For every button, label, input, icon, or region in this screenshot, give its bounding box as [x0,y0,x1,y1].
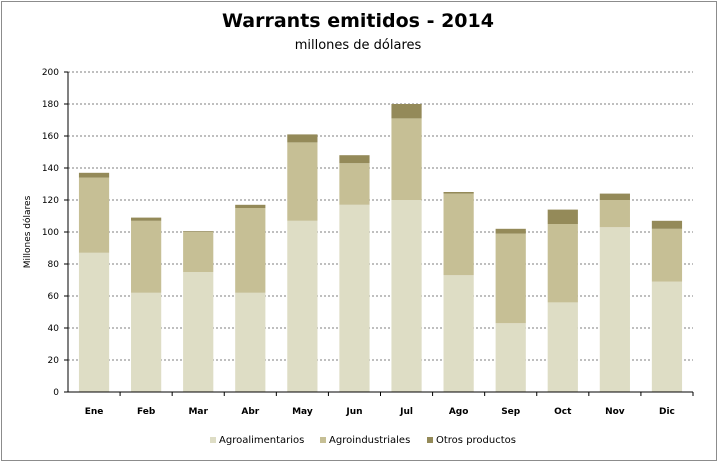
bar-segment-otros-productos [78,172,110,178]
y-axis-ticks: 0 20 40 60 80 100 120 140 160 180 200 [42,68,68,398]
y-tick-label: 180 [42,100,59,110]
bar-segment-agroalimentarios [651,281,683,392]
bar-segment-agroindustriales [131,220,162,293]
bar-segment-otros-productos [391,104,422,119]
bar-segment-agroindustriales [651,228,683,282]
bar-segment-otros-productos [599,193,630,200]
bar-segment-otros-productos [547,209,578,224]
bar-segment-agroindustriales [547,224,578,303]
y-tick-label: 40 [48,324,60,334]
bar-segment-agroalimentarios [78,252,110,392]
x-tick-label: May [292,407,313,417]
legend: Agroalimentarios Agroindustriales Otros pr… [210,435,516,446]
x-tick-label: Feb [137,407,156,417]
legend-label: Agroalimentarios [219,435,304,446]
x-tick-label: Nov [605,407,625,417]
bar-segment-agroindustriales [183,232,214,272]
legend-swatch [210,437,216,443]
y-tick-label: 60 [48,292,60,302]
y-tick-label: 160 [42,132,59,142]
y-axis-title: Millones dólares [22,195,33,268]
bar-segment-agroalimentarios [235,292,266,392]
bar-segment-otros-productos [495,228,526,234]
bar-segment-agroindustriales [599,200,630,228]
bar-segment-agroalimentarios [391,200,422,392]
chart-subtitle: millones de dólares [294,38,422,53]
y-tick-label: 0 [53,388,59,398]
bar-segment-agroalimentarios [183,272,214,392]
bar-segment-otros-productos [651,220,683,229]
bar-segment-agroindustriales [391,118,422,200]
y-tick-label: 200 [42,68,59,78]
bar-segment-otros-productos [287,134,318,143]
grid-lines [68,71,693,361]
x-tick-label: Mar [188,407,208,417]
legend-label: Otros productos [436,435,516,446]
bar-segment-otros-productos [183,231,214,232]
bar-segment-agroalimentarios [131,292,162,392]
bar-segment-otros-productos [131,217,162,221]
bar-segment-agroalimentarios [287,220,318,392]
x-tick-label: Jun [345,407,362,417]
bar-segment-agroindustriales [287,142,318,221]
bar-segment-agroindustriales [339,163,370,205]
y-tick-label: 100 [42,228,59,238]
legend-swatch [320,437,326,443]
bar-segment-agroalimentarios [495,323,526,392]
bar-segment-otros-productos [443,192,474,194]
bar-segment-agroalimentarios [443,275,474,392]
x-tick-label: Jul [399,407,413,417]
y-tick-label: 80 [48,260,60,270]
chart-title: Warrants emitidos - 2014 [222,10,494,32]
bar-segment-agroindustriales [235,208,266,293]
y-tick-label: 20 [48,356,60,366]
x-tick-label: Ago [449,407,469,417]
y-tick-label: 120 [42,196,59,206]
bar-segment-agroalimentarios [599,227,630,392]
bar-segment-agroalimentarios [547,302,578,392]
y-tick-label: 140 [42,164,59,174]
x-tick-label: Ene [85,407,104,417]
x-tick-label: Abr [241,407,259,417]
bar-segment-agroindustriales [495,233,526,324]
x-axis-labels: Ene Feb Mar Abr May Jun Jul Ago Sep Oct Nov Dic [85,392,694,417]
bar-segment-agroalimentarios [339,204,370,392]
legend-swatch [427,437,433,443]
legend-label: Agroindustriales [329,435,410,446]
x-tick-label: Sep [501,407,521,417]
x-tick-label: Oct [554,407,572,417]
bar-segment-otros-productos [339,155,370,164]
bar-segment-otros-productos [235,204,266,208]
x-tick-label: Dic [659,407,675,417]
bar-segment-agroindustriales [78,177,110,253]
bar-segment-agroindustriales [443,193,474,276]
bars [78,104,683,392]
